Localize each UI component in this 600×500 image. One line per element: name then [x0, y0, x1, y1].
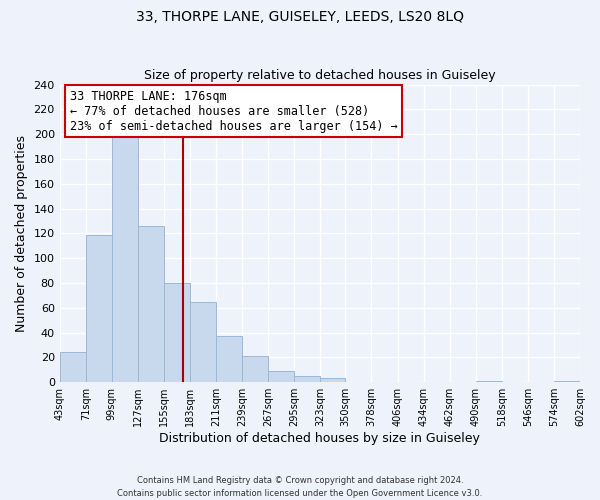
Bar — [294, 376, 320, 382]
Bar — [138, 226, 164, 382]
Bar — [242, 356, 268, 382]
Title: Size of property relative to detached houses in Guiseley: Size of property relative to detached ho… — [144, 69, 496, 82]
Bar — [164, 283, 190, 382]
Bar — [554, 381, 580, 382]
X-axis label: Distribution of detached houses by size in Guiseley: Distribution of detached houses by size … — [160, 432, 480, 445]
Y-axis label: Number of detached properties: Number of detached properties — [15, 135, 28, 332]
Bar — [268, 371, 294, 382]
Text: Contains HM Land Registry data © Crown copyright and database right 2024.
Contai: Contains HM Land Registry data © Crown c… — [118, 476, 482, 498]
Bar — [190, 302, 216, 382]
Bar — [112, 136, 138, 382]
Bar — [320, 378, 346, 382]
Bar — [476, 381, 502, 382]
Text: 33 THORPE LANE: 176sqm
← 77% of detached houses are smaller (528)
23% of semi-de: 33 THORPE LANE: 176sqm ← 77% of detached… — [70, 90, 398, 132]
Bar — [59, 352, 86, 382]
Bar — [216, 336, 242, 382]
Text: 33, THORPE LANE, GUISELEY, LEEDS, LS20 8LQ: 33, THORPE LANE, GUISELEY, LEEDS, LS20 8… — [136, 10, 464, 24]
Bar — [86, 234, 112, 382]
